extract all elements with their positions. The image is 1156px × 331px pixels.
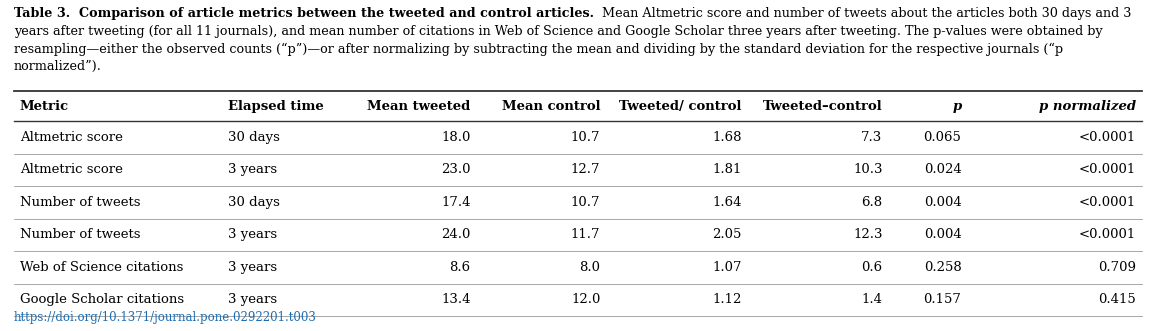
Text: <0.0001: <0.0001: [1079, 131, 1136, 144]
Text: 13.4: 13.4: [442, 293, 470, 307]
Text: 8.0: 8.0: [579, 261, 600, 274]
Text: 12.7: 12.7: [571, 163, 600, 176]
Text: Tweeted/ control: Tweeted/ control: [618, 100, 741, 113]
Text: https://doi.org/10.1371/journal.pone.0292201.t003: https://doi.org/10.1371/journal.pone.029…: [14, 311, 317, 324]
Text: 0.415: 0.415: [1098, 293, 1136, 307]
Text: 10.7: 10.7: [571, 196, 600, 209]
Text: Number of tweets: Number of tweets: [20, 228, 140, 241]
Text: Tweeted–control: Tweeted–control: [763, 100, 882, 113]
Text: 10.3: 10.3: [853, 163, 882, 176]
Text: 10.7: 10.7: [571, 131, 600, 144]
Text: Comparison of article metrics between the tweeted and control articles.: Comparison of article metrics between th…: [71, 7, 594, 20]
Text: 3 years: 3 years: [229, 261, 277, 274]
Text: 30 days: 30 days: [229, 196, 280, 209]
Text: 0.065: 0.065: [924, 131, 962, 144]
Text: Elapsed time: Elapsed time: [229, 100, 324, 113]
Text: Mean tweeted: Mean tweeted: [368, 100, 470, 113]
Text: Altmetric score: Altmetric score: [20, 163, 123, 176]
Text: 3 years: 3 years: [229, 163, 277, 176]
Text: Mean Altmetric score and number of tweets about the articles both 30 days and 3: Mean Altmetric score and number of tweet…: [594, 7, 1132, 20]
Text: 0.157: 0.157: [924, 293, 962, 307]
Text: 7.3: 7.3: [861, 131, 882, 144]
Text: 0.004: 0.004: [924, 196, 962, 209]
Text: Number of tweets: Number of tweets: [20, 196, 140, 209]
Text: 0.004: 0.004: [924, 228, 962, 241]
Text: <0.0001: <0.0001: [1079, 228, 1136, 241]
Text: Google Scholar citations: Google Scholar citations: [20, 293, 184, 307]
Text: 1.12: 1.12: [712, 293, 741, 307]
Text: resampling—either the observed counts (“p”)—or after normalizing by subtracting : resampling—either the observed counts (“…: [14, 43, 1064, 56]
Text: 3 years: 3 years: [229, 228, 277, 241]
Text: 1.68: 1.68: [712, 131, 741, 144]
Text: 3 years: 3 years: [229, 293, 277, 307]
Text: p normalized: p normalized: [1039, 100, 1136, 113]
Text: p: p: [953, 100, 962, 113]
Text: <0.0001: <0.0001: [1079, 196, 1136, 209]
Text: Metric: Metric: [20, 100, 68, 113]
Text: 18.0: 18.0: [442, 131, 470, 144]
Text: 24.0: 24.0: [442, 228, 470, 241]
Text: 17.4: 17.4: [442, 196, 470, 209]
Text: 2.05: 2.05: [712, 228, 741, 241]
Text: 0.709: 0.709: [1098, 261, 1136, 274]
Text: 0.024: 0.024: [924, 163, 962, 176]
Text: 8.6: 8.6: [450, 261, 470, 274]
Text: Mean control: Mean control: [502, 100, 600, 113]
Text: 0.6: 0.6: [861, 261, 882, 274]
Text: 30 days: 30 days: [229, 131, 280, 144]
Text: <0.0001: <0.0001: [1079, 163, 1136, 176]
Text: years after tweeting (for all 11 journals), and mean number of citations in Web : years after tweeting (for all 11 journal…: [14, 25, 1103, 38]
Text: 1.64: 1.64: [712, 196, 741, 209]
Text: 12.3: 12.3: [853, 228, 882, 241]
Text: Table 3.: Table 3.: [14, 7, 71, 20]
Text: Altmetric score: Altmetric score: [20, 131, 123, 144]
Text: 1.4: 1.4: [861, 293, 882, 307]
Text: 1.81: 1.81: [712, 163, 741, 176]
Text: 23.0: 23.0: [442, 163, 470, 176]
Text: 11.7: 11.7: [571, 228, 600, 241]
Text: Web of Science citations: Web of Science citations: [20, 261, 183, 274]
Text: normalized”).: normalized”).: [14, 60, 102, 73]
Text: 6.8: 6.8: [861, 196, 882, 209]
Text: 0.258: 0.258: [924, 261, 962, 274]
Text: 1.07: 1.07: [712, 261, 741, 274]
Text: 12.0: 12.0: [571, 293, 600, 307]
